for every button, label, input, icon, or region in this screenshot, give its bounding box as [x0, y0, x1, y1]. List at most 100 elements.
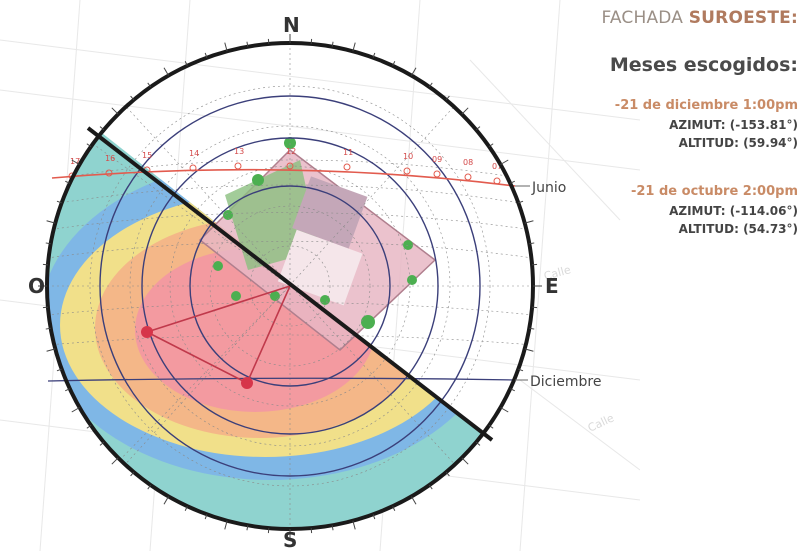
azimuth-tick	[147, 484, 152, 490]
october-sun-point	[141, 326, 153, 338]
azimuth-tick	[392, 61, 396, 66]
azimuth-tick	[524, 220, 534, 224]
compass-north: N	[283, 13, 300, 37]
azimuth-tick	[204, 514, 208, 520]
hour-label-12: 12	[286, 147, 296, 156]
azimuth-tick	[130, 471, 135, 477]
azimuth-tick	[56, 200, 62, 204]
hour-label-16: 16	[105, 154, 115, 163]
azimuth-tick	[524, 348, 534, 352]
facade-title: FACHADA SUROESTE:	[601, 8, 798, 28]
azimuth-tick	[111, 107, 119, 115]
azimuth-tick	[428, 484, 433, 490]
facade-name: SUROESTE:	[688, 8, 798, 28]
azimuth-tick	[147, 82, 152, 88]
azimuth-tick	[111, 457, 119, 465]
october-ray	[146, 285, 291, 333]
building-plan	[198, 137, 437, 351]
azimuth-tick	[475, 126, 481, 131]
azimuth-tick	[445, 95, 450, 101]
azimuth-tick	[372, 52, 376, 58]
azimuth-tick	[411, 496, 417, 505]
entry-1-date: -21 de diciembre 1:00pm	[614, 98, 798, 113]
azimuth-tick	[65, 388, 70, 392]
facade-prefix: FACHADA	[601, 8, 689, 28]
hour-label-10: 10	[403, 152, 413, 161]
azimuth-tick	[71, 159, 80, 165]
azimuth-tick	[488, 143, 494, 148]
azimuth-tick	[428, 82, 433, 88]
december-sun-path	[47, 377, 516, 382]
azimuth-ticks	[38, 34, 542, 538]
azimuth-tick	[130, 95, 135, 101]
azimuth-tick	[518, 200, 524, 204]
azimuth-tick	[246, 525, 249, 531]
azimuth-tick	[163, 67, 169, 76]
azimuth-tick	[411, 67, 417, 76]
azimuth-tick	[475, 441, 481, 446]
azimuth-tick	[392, 506, 396, 511]
compass-south: S	[283, 528, 297, 551]
azimuth-tick	[56, 368, 62, 372]
entry-2-azimuth: AZIMUT: (-114.06°)	[669, 204, 798, 218]
hour-label-11: 11	[343, 148, 353, 157]
azimuth-tick	[184, 61, 188, 66]
entry-1-altitude: ALTITUD: (59.94°)	[678, 136, 798, 150]
hour-label-13: 13	[234, 147, 244, 156]
azimuth-tick	[500, 407, 509, 413]
entry-2-altitude: ALTITUD: (54.73°)	[678, 222, 798, 236]
hour-label-08: 08	[463, 158, 473, 167]
hour-label-09: 09	[432, 155, 442, 164]
hour-label-07: 07	[492, 162, 502, 171]
azimuth-tick	[331, 525, 334, 531]
azimuth-tick	[71, 407, 80, 413]
azimuth-tick	[184, 506, 188, 511]
position-link	[146, 331, 248, 384]
azimuth-tick	[86, 143, 92, 148]
azimuth-tick	[86, 424, 92, 429]
azimuth-tick	[204, 52, 208, 58]
june-label: Junio	[531, 180, 566, 196]
months-title: Meses escogidos:	[609, 54, 798, 76]
december-ray	[246, 285, 291, 384]
azimuth-tick	[352, 42, 356, 52]
facade-cut-line	[86, 126, 494, 442]
azimuth-tick	[246, 41, 249, 47]
azimuth-tick	[45, 327, 51, 330]
compass-west: O	[28, 274, 45, 298]
azimuth-tick	[331, 41, 334, 47]
december-sun-point	[241, 377, 253, 389]
azimuth-tick	[46, 348, 56, 352]
hour-label-15: 15	[142, 151, 152, 160]
azimuth-tick	[352, 520, 356, 530]
azimuth-tick	[518, 368, 524, 372]
azimuth-tick	[45, 242, 51, 245]
azimuth-tick	[510, 388, 515, 392]
azimuth-tick	[445, 471, 450, 477]
june-sun-path	[51, 168, 516, 187]
hour-label-14: 14	[189, 149, 199, 158]
azimuth-tick	[510, 180, 515, 184]
azimuth-tick	[163, 496, 169, 505]
entry-2-date: -21 de octubre 2:00pm	[630, 184, 798, 199]
sun-paths	[47, 168, 516, 382]
azimuth-tick	[461, 457, 469, 465]
azimuth-tick	[224, 520, 228, 530]
azimuth-tick	[488, 424, 494, 429]
azimuth-tick	[65, 180, 70, 184]
december-label: Diciembre	[530, 374, 601, 390]
azimuth-tick	[529, 327, 535, 330]
entry-1-azimuth: AZIMUT: (-153.81°)	[669, 118, 798, 132]
compass-east: E	[545, 274, 559, 298]
azimuth-tick	[99, 441, 105, 446]
azimuth-tick	[224, 42, 228, 52]
azimuth-tick	[461, 107, 469, 115]
azimuth-tick	[500, 159, 509, 165]
azimuth-tick	[372, 514, 376, 520]
azimuth-tick	[99, 126, 105, 131]
azimuth-tick	[46, 220, 56, 224]
solar-rays	[146, 285, 291, 384]
sun-path-diagram: Calle Calle	[0, 0, 640, 551]
altitude-rings	[99, 95, 481, 477]
azimuth-tick	[529, 242, 535, 245]
